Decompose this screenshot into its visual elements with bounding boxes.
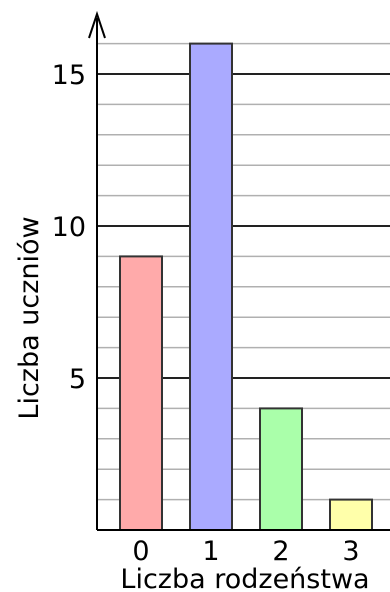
x-tick-label: 1 xyxy=(202,536,219,567)
x-tick-label: 3 xyxy=(342,536,359,567)
y-tick-label: 15 xyxy=(52,60,86,91)
x-axis-title: Liczba rodzeństwa xyxy=(120,564,369,592)
tick-labels: 0 1 2 3 5 10 15 xyxy=(52,60,360,567)
bar-3 xyxy=(329,498,373,532)
bar-1 xyxy=(189,42,233,531)
bar-0 xyxy=(119,255,163,531)
x-tick-label: 2 xyxy=(272,536,289,567)
bar-2 xyxy=(259,407,303,531)
y-axis-arrow-icon xyxy=(88,10,106,39)
y-axis-title: Liczba uczniów xyxy=(14,216,45,419)
axes xyxy=(88,10,390,531)
y-tick-label: 10 xyxy=(52,212,86,243)
x-tick-label: 0 xyxy=(132,536,149,567)
y-tick-label: 5 xyxy=(69,364,86,395)
